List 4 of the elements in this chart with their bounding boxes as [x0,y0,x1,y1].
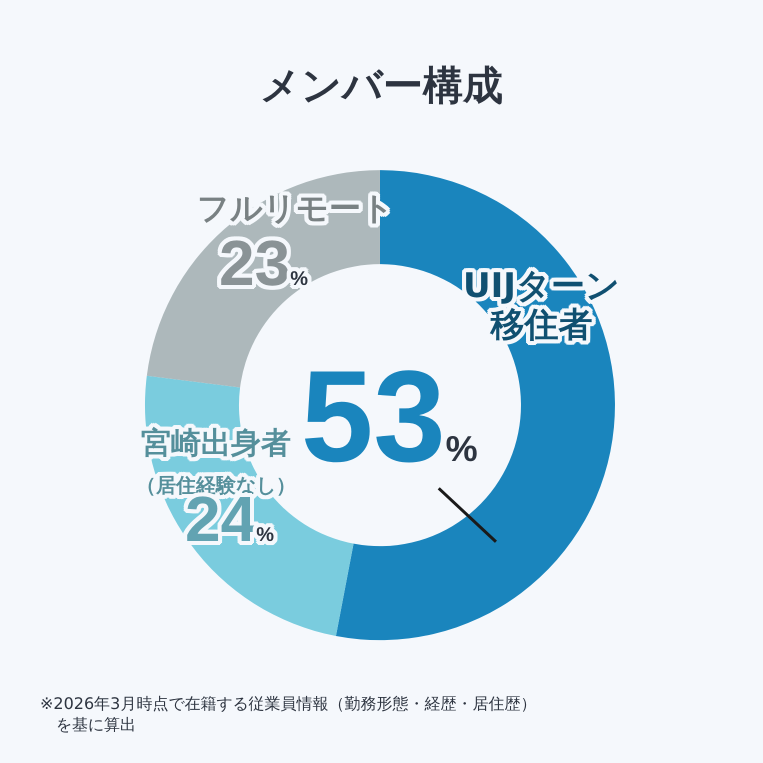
data-label: 23% [219,227,308,299]
chart-title: メンバー構成 [260,63,503,110]
data-label: 53% [301,343,478,489]
text: ※2026年3月時点で在籍する従業員情報（勤務形態・経歴・居住歴）を基に算出 [40,694,536,734]
